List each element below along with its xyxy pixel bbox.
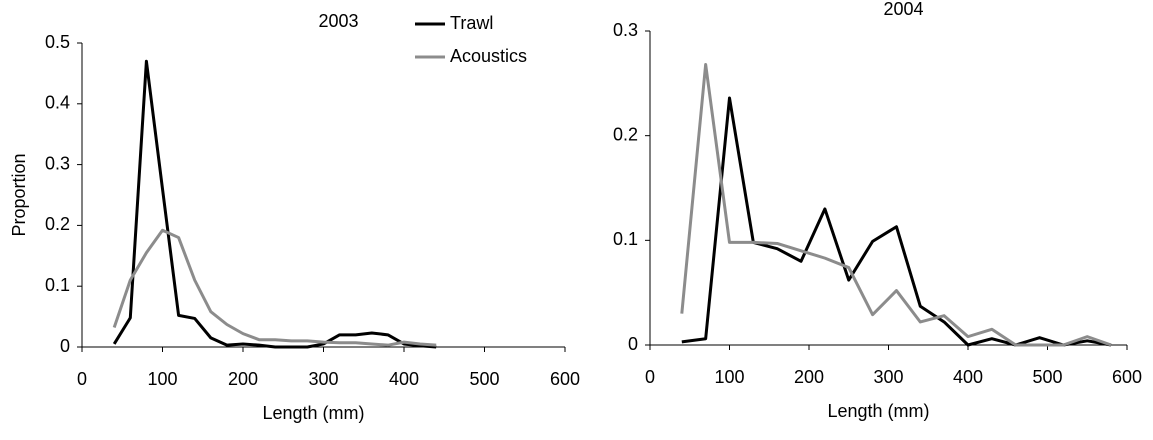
x-tick-label: 500 [469,369,499,389]
x-tick-label: 0 [77,369,87,389]
x-tick-label: 200 [228,369,258,389]
x-tick-label: 400 [953,367,983,387]
x-tick-label: 400 [389,369,419,389]
y-tick-label: 0.3 [613,20,638,40]
series-line [681,96,1112,347]
x-tick-label: 200 [794,367,824,387]
x-tick-label: 100 [714,367,744,387]
y-tick-label: 0 [628,334,638,354]
chart-title: 2004 [883,0,923,19]
y-tick-label: 0 [60,336,70,356]
x-tick-label: 600 [1112,367,1142,387]
x-tick-label: 600 [550,369,580,389]
x-axis-label: Length (mm) [827,401,929,421]
y-axis-label: Proportion [9,153,29,236]
y-tick-label: 0.5 [45,32,70,52]
y-tick-label: 0.2 [45,214,70,234]
x-tick-label: 0 [645,367,655,387]
y-tick-label: 0.1 [45,275,70,295]
x-tick-label: 100 [147,369,177,389]
x-tick-label: 300 [873,367,903,387]
chart-title: 2003 [318,11,358,31]
x-axis-label: Length (mm) [262,403,364,423]
series-line [112,228,437,347]
y-tick-label: 0.2 [613,124,638,144]
legend-label: Trawl [450,13,493,33]
x-tick-label: 500 [1032,367,1062,387]
y-tick-label: 0.1 [613,229,638,249]
legend-label: Acoustics [450,46,527,66]
x-tick-label: 300 [308,369,338,389]
y-tick-label: 0.3 [45,153,70,173]
y-tick-label: 0.4 [45,93,70,113]
series-line [112,59,437,349]
series-line [680,62,1112,347]
